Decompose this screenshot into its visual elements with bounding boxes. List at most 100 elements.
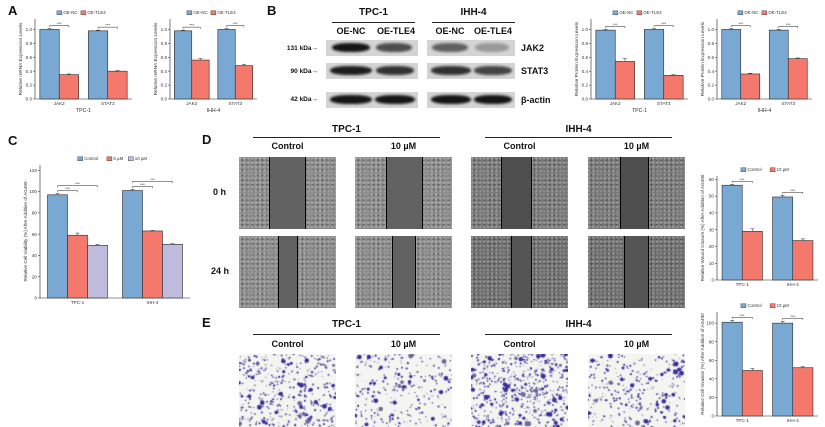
wound-condition: Control: [503, 141, 536, 151]
legend-swatch: [128, 156, 134, 162]
legend-label: OE-NC: [63, 10, 77, 15]
blot-stat3-tpc1: [326, 63, 418, 79]
blot-header-ihh4: IHH-4: [460, 7, 487, 18]
significance-label: ***: [65, 186, 70, 191]
y-tick-label: 20: [709, 244, 715, 249]
legend-swatch: [186, 10, 193, 16]
bar: [741, 370, 763, 417]
y-tick-label: 0.8: [26, 41, 33, 46]
significance-bracket: [97, 26, 118, 29]
legend-label: 10 µM: [777, 303, 790, 308]
transwell-header-line: [485, 334, 672, 335]
significance-bracket: [132, 181, 173, 183]
x-category-label: JAK2: [186, 101, 197, 106]
y-tick-label: 0.2: [26, 83, 33, 88]
y-tick-label: 40: [709, 211, 715, 216]
transwell-image: [588, 354, 685, 427]
y-tick-label: 0.0: [161, 97, 168, 102]
y-tick-label: 0.0: [708, 97, 715, 102]
significance-label: ***: [613, 22, 618, 27]
significance-bracket: [731, 181, 753, 183]
x-category-label: TPC-1: [736, 282, 750, 287]
transwell-condition: Control: [503, 339, 536, 349]
marker-42kda: 42 kDa→: [290, 96, 318, 103]
legend-swatch: [80, 10, 87, 16]
bar: [595, 29, 616, 100]
blot-actin-tpc1: [326, 92, 418, 108]
wound-image: [588, 157, 685, 229]
bar: [614, 61, 635, 100]
bar: [741, 231, 763, 281]
transwell-condition: Control: [271, 339, 304, 349]
blot-header-line: [432, 22, 515, 23]
bar: [792, 240, 814, 281]
y-tick-label: 60: [32, 232, 38, 237]
panel-label-a: A: [8, 3, 18, 18]
lane-label: OE-TLE4: [376, 26, 415, 36]
y-tick-label: 40: [709, 376, 715, 381]
significance-bracket: [57, 190, 78, 193]
bar: [772, 322, 794, 417]
legend-swatch: [769, 303, 776, 308]
transwell-header-ihh4: IHH-4: [565, 319, 592, 330]
y-tick-label: 0.2: [708, 83, 715, 88]
y-axis-label: Relative mRNA Expression Levels: [153, 22, 159, 95]
x-category-label: STAT3: [781, 101, 795, 106]
x-category-label: IHH-4: [787, 418, 799, 423]
transwell-condition: 10 µM: [623, 339, 650, 349]
y-axis-label: Relative Wound Closure (%) After Additio…: [700, 174, 705, 281]
y-tick-label: 0.6: [582, 55, 589, 60]
wound-condition: 10 µM: [623, 141, 650, 151]
y-axis-label: Relative Protein Expression Levels: [700, 21, 706, 96]
legend-swatch: [737, 10, 744, 16]
x-category-label: STAT3: [101, 101, 115, 106]
y-tick-label: 0.4: [26, 69, 33, 74]
bar: [768, 29, 789, 100]
legend-swatch: [106, 156, 113, 162]
significance-bracket: [57, 185, 98, 188]
significance-label: ***: [790, 188, 795, 193]
bar: [162, 243, 183, 299]
lane-label: OE-TLE4: [473, 26, 512, 36]
y-tick-label: 0.0: [26, 97, 33, 102]
wound-image: [239, 236, 336, 308]
legend-label: Control: [747, 303, 761, 308]
y-tick-label: 0.4: [582, 69, 589, 74]
bar: [174, 30, 193, 100]
legend-label: OE-TLE4: [643, 10, 662, 15]
legend-swatch: [761, 10, 768, 16]
y-tick-label: 1.0: [26, 27, 33, 32]
y-tick-label: 0: [711, 278, 714, 283]
y-tick-label: 0.0: [582, 97, 589, 102]
x-category-label: JAK2: [610, 101, 621, 106]
bar: [58, 74, 79, 100]
legend-label: OE-NC: [193, 10, 207, 15]
y-tick-label: 20: [32, 274, 38, 279]
bar: [234, 65, 253, 100]
y-tick-label: 0.4: [708, 69, 715, 74]
transwell-image: [355, 354, 452, 427]
blot-header-tpc1: TPC-1: [359, 7, 388, 18]
x-category-label: IHH-4: [787, 282, 799, 287]
significance-label: ***: [75, 181, 80, 186]
bar: [122, 190, 143, 299]
lane-label: OE-NC: [435, 26, 465, 36]
y-tick-label: 0.8: [161, 41, 168, 46]
x-axis-label: IHH-4: [758, 108, 772, 114]
protein-beta-actin: β-actin: [521, 95, 551, 105]
x-category-label: IHH-4: [147, 300, 159, 305]
transwell-image: [471, 354, 568, 427]
timepoint-24h: 24 h: [211, 266, 230, 276]
x-category-label: STAT3: [228, 101, 242, 106]
bar: [644, 29, 665, 100]
y-tick-label: 0: [34, 296, 37, 301]
y-tick-label: 10: [709, 261, 715, 266]
significance-label: ***: [786, 22, 791, 27]
transwell-header-tpc1: TPC-1: [332, 319, 361, 330]
bar: [663, 75, 684, 100]
transwell-image: [239, 354, 336, 427]
legend-swatch: [740, 167, 747, 173]
x-axis-label: IHH-4: [207, 108, 221, 114]
y-tick-label: 1.0: [161, 27, 168, 32]
blot-header-line: [332, 22, 415, 23]
